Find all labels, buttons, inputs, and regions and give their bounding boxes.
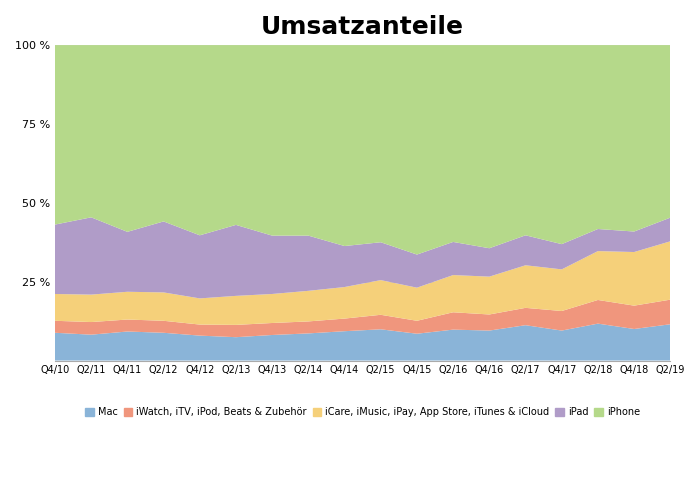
Legend: Mac, iWatch, iTV, iPod, Beats & Zubehör, iCare, iMusic, iPay, App Store, iTunes : Mac, iWatch, iTV, iPod, Beats & Zubehör,…: [81, 403, 644, 421]
Title: Umsatzanteile: Umsatzanteile: [261, 15, 464, 39]
